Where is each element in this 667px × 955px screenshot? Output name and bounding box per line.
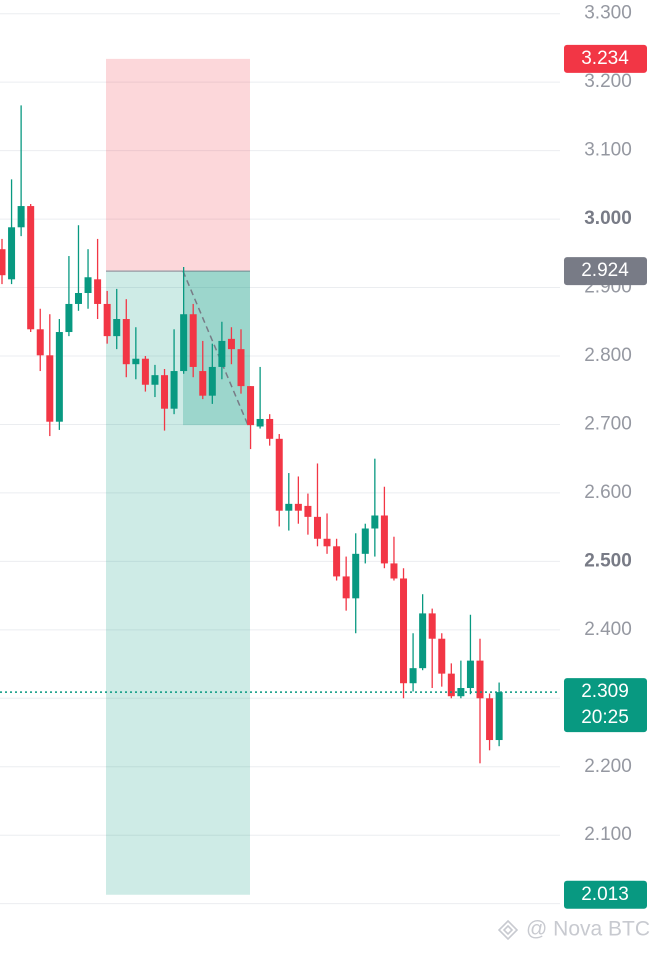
candle-body <box>189 314 197 367</box>
y-tick-label: 3.000 <box>584 208 632 229</box>
candle-body <box>27 206 35 330</box>
price-badge <box>564 257 647 286</box>
projection-line <box>182 270 249 426</box>
candle-body <box>390 563 398 579</box>
candle-body <box>132 358 140 365</box>
candle-body <box>447 673 455 697</box>
candle-body <box>380 515 388 564</box>
watermark: @ Nova BTC <box>497 918 650 941</box>
candle-body <box>74 293 82 304</box>
watermark-logo <box>497 919 519 941</box>
candle-body <box>275 438 283 511</box>
candle-body <box>428 613 436 639</box>
candle-body <box>361 528 369 554</box>
stop-zone <box>106 58 250 272</box>
y-tick-label: 3.100 <box>584 140 632 161</box>
candle-body <box>170 371 178 409</box>
grid <box>0 13 560 905</box>
candle-body <box>103 303 111 337</box>
candle-body <box>161 375 169 409</box>
candles <box>0 105 560 764</box>
y-tick-label: 3.300 <box>584 3 632 24</box>
candle-body <box>8 227 16 280</box>
target-zone <box>106 271 250 895</box>
candle-body <box>476 660 484 699</box>
candle-body <box>113 319 121 337</box>
candle-body <box>208 366 216 396</box>
candle-body <box>371 515 379 529</box>
price-badge <box>564 880 647 909</box>
countdown-label: 20:25 <box>581 707 629 728</box>
candle-body <box>65 303 73 333</box>
price-badge <box>564 678 647 733</box>
candle-body <box>304 505 312 517</box>
candle-body <box>285 503 293 511</box>
y-tick-label: 3.200 <box>584 71 632 92</box>
price-axis: 2.0002.1002.2002.3002.4002.5002.6002.700… <box>584 3 632 914</box>
candle-body <box>227 338 235 350</box>
candle-body <box>46 355 54 422</box>
candle-body <box>94 279 102 304</box>
candle-body <box>180 314 188 372</box>
candle-body <box>256 418 264 427</box>
price-badge-label: 3.234 <box>581 48 629 69</box>
y-tick-label: 2.200 <box>584 756 632 777</box>
candle-body <box>122 319 130 365</box>
candle-body <box>342 576 350 599</box>
price-badge-label: 2.924 <box>581 260 629 281</box>
candle-body <box>323 538 331 547</box>
candle-body <box>486 698 494 741</box>
candle-body <box>199 371 207 396</box>
candle-body <box>419 613 427 669</box>
candle-body <box>438 638 446 674</box>
y-tick-label: 2.600 <box>584 482 632 503</box>
candle-body <box>141 358 149 385</box>
y-tick-label: 2.500 <box>584 550 632 571</box>
candle-body <box>247 386 255 426</box>
candle-body <box>36 329 44 356</box>
candle-body <box>352 553 360 599</box>
candle-body <box>17 206 25 228</box>
price-badge-label: 2.309 <box>581 681 629 702</box>
candle-body <box>84 277 92 294</box>
candle-body <box>218 340 226 367</box>
candle-body <box>55 332 63 422</box>
y-tick-label: 2.400 <box>584 619 632 640</box>
price-badge <box>564 44 647 73</box>
candle-body <box>0 249 6 276</box>
candle-body <box>294 503 302 511</box>
y-tick-label: 2.800 <box>584 345 632 366</box>
candle-body <box>237 349 245 387</box>
price-badges: 3.234 2.924 2.309 20:25 2.013 <box>564 44 647 909</box>
candle-body <box>466 660 474 689</box>
candle-body <box>400 578 408 684</box>
candle-body <box>151 375 159 385</box>
candle-body <box>495 692 503 741</box>
position-tool <box>106 58 250 895</box>
candle-body <box>266 418 274 439</box>
candle-body <box>333 546 341 577</box>
y-tick-label: 2.100 <box>584 824 632 845</box>
candle-body <box>313 516 321 539</box>
candle-body <box>409 668 417 684</box>
price-badge-label: 2.013 <box>581 884 629 905</box>
watermark-text: @ Nova BTC <box>526 918 650 941</box>
y-tick-label: 2.700 <box>584 413 632 434</box>
